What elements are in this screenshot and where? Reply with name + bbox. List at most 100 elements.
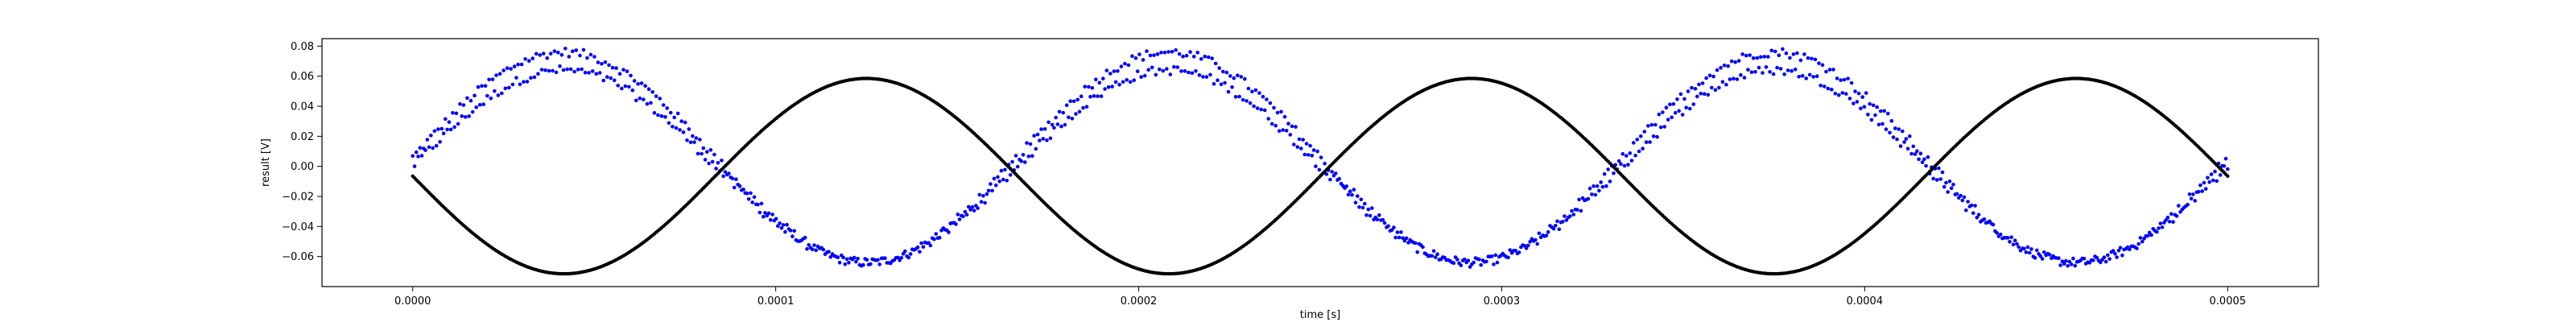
data-point-blue <box>1172 64 1176 69</box>
data-point-blue <box>1564 218 1569 222</box>
data-point-blue <box>1691 102 1696 106</box>
data-point-blue <box>1860 95 1864 99</box>
data-point-blue <box>1761 71 1765 75</box>
data-point-blue <box>1108 72 1113 76</box>
data-point-blue <box>970 204 975 209</box>
data-point-blue <box>456 122 460 126</box>
data-point-blue <box>1152 53 1156 57</box>
data-point-blue <box>1253 88 1258 93</box>
data-point-blue <box>588 52 593 57</box>
data-point-blue <box>1662 125 1666 129</box>
data-point-blue <box>714 167 718 171</box>
data-point-blue <box>638 96 642 101</box>
data-point-blue <box>1210 56 1214 60</box>
data-point-blue <box>1146 68 1150 72</box>
data-point-blue <box>461 103 466 107</box>
data-point-blue <box>1162 50 1167 55</box>
data-point-blue <box>1275 110 1280 115</box>
data-point-blue <box>578 53 582 58</box>
data-point-blue <box>607 63 611 68</box>
data-point-blue <box>419 154 424 158</box>
data-point-blue <box>675 111 680 116</box>
data-point-blue <box>496 93 501 97</box>
data-point-blue <box>1847 97 1852 101</box>
data-point-blue <box>1382 221 1387 225</box>
data-point-blue <box>565 67 569 72</box>
data-point-blue <box>2174 214 2179 218</box>
data-point-blue <box>1820 63 1825 67</box>
data-point-blue <box>1804 76 1808 80</box>
data-point-blue <box>2158 221 2163 225</box>
data-point-blue <box>650 89 654 94</box>
data-point-blue <box>1771 72 1776 76</box>
data-point-blue <box>1323 161 1327 166</box>
data-point-blue <box>1893 126 1897 130</box>
data-point-blue <box>1602 171 1607 176</box>
data-point-blue <box>601 78 605 83</box>
data-point-blue <box>1706 93 1711 97</box>
data-point-blue <box>2015 242 2019 246</box>
data-point-blue <box>812 243 816 247</box>
data-point-blue <box>1005 179 1009 183</box>
data-point-blue <box>1802 52 1806 56</box>
data-point-blue <box>1435 252 1439 257</box>
data-point-blue <box>1608 180 1612 184</box>
data-point-blue <box>1713 88 1718 92</box>
data-point-blue <box>1451 261 1456 266</box>
data-point-blue <box>1971 211 1975 216</box>
data-point-blue <box>1248 101 1253 105</box>
data-point-blue <box>758 210 762 215</box>
data-point-blue <box>1328 177 1332 182</box>
data-point-blue <box>1224 70 1229 75</box>
data-point-blue <box>559 52 564 57</box>
data-point-blue <box>1909 151 1913 156</box>
data-point-blue <box>1194 68 1198 73</box>
data-point-blue <box>1386 224 1390 229</box>
data-point-blue <box>983 200 987 205</box>
data-point-blue <box>1739 72 1743 77</box>
data-point-blue <box>1785 68 1790 72</box>
data-point-blue <box>1402 238 1407 243</box>
data-point-blue <box>2011 242 2016 247</box>
data-point-blue <box>1810 56 1814 61</box>
data-point-blue <box>1864 91 1868 95</box>
data-point-blue <box>1314 164 1318 168</box>
data-point-blue <box>779 226 784 230</box>
data-point-blue <box>1455 258 1459 262</box>
data-point-blue <box>1811 75 1815 79</box>
data-point-blue <box>1577 197 1581 202</box>
data-point-blue <box>1876 122 1881 126</box>
data-point-blue <box>927 241 931 246</box>
data-point-blue <box>1097 80 1102 85</box>
data-point-blue <box>512 64 517 68</box>
data-point-blue <box>2196 189 2201 194</box>
data-point-blue <box>617 72 622 76</box>
data-point-blue <box>1982 217 1987 221</box>
data-point-blue <box>1311 148 1316 152</box>
data-point-blue <box>1397 235 1402 240</box>
data-point-blue <box>1599 180 1603 184</box>
data-point-blue <box>1074 112 1078 116</box>
data-point-blue <box>630 88 635 93</box>
data-point-blue <box>1223 80 1227 85</box>
data-point-blue <box>1141 58 1146 62</box>
data-point-blue <box>685 138 689 142</box>
data-point-blue <box>785 222 789 227</box>
data-point-blue <box>1158 67 1162 72</box>
data-point-blue <box>1704 76 1708 80</box>
data-point-blue <box>1782 72 1786 76</box>
data-point-blue <box>1571 213 1576 217</box>
data-point-blue <box>2206 175 2210 180</box>
data-point-blue <box>581 47 586 52</box>
data-point-blue <box>1642 130 1647 134</box>
data-point-blue <box>418 146 423 150</box>
data-point-blue <box>1781 47 1785 52</box>
data-point-blue <box>707 161 711 166</box>
y-tick-label: −0.04 <box>282 221 314 233</box>
data-point-blue <box>1913 152 1918 156</box>
data-point-blue <box>1944 180 1948 185</box>
data-point-blue <box>2140 239 2145 244</box>
data-point-blue <box>1942 184 1946 189</box>
data-point-blue <box>730 176 735 181</box>
data-point-blue <box>921 245 926 250</box>
